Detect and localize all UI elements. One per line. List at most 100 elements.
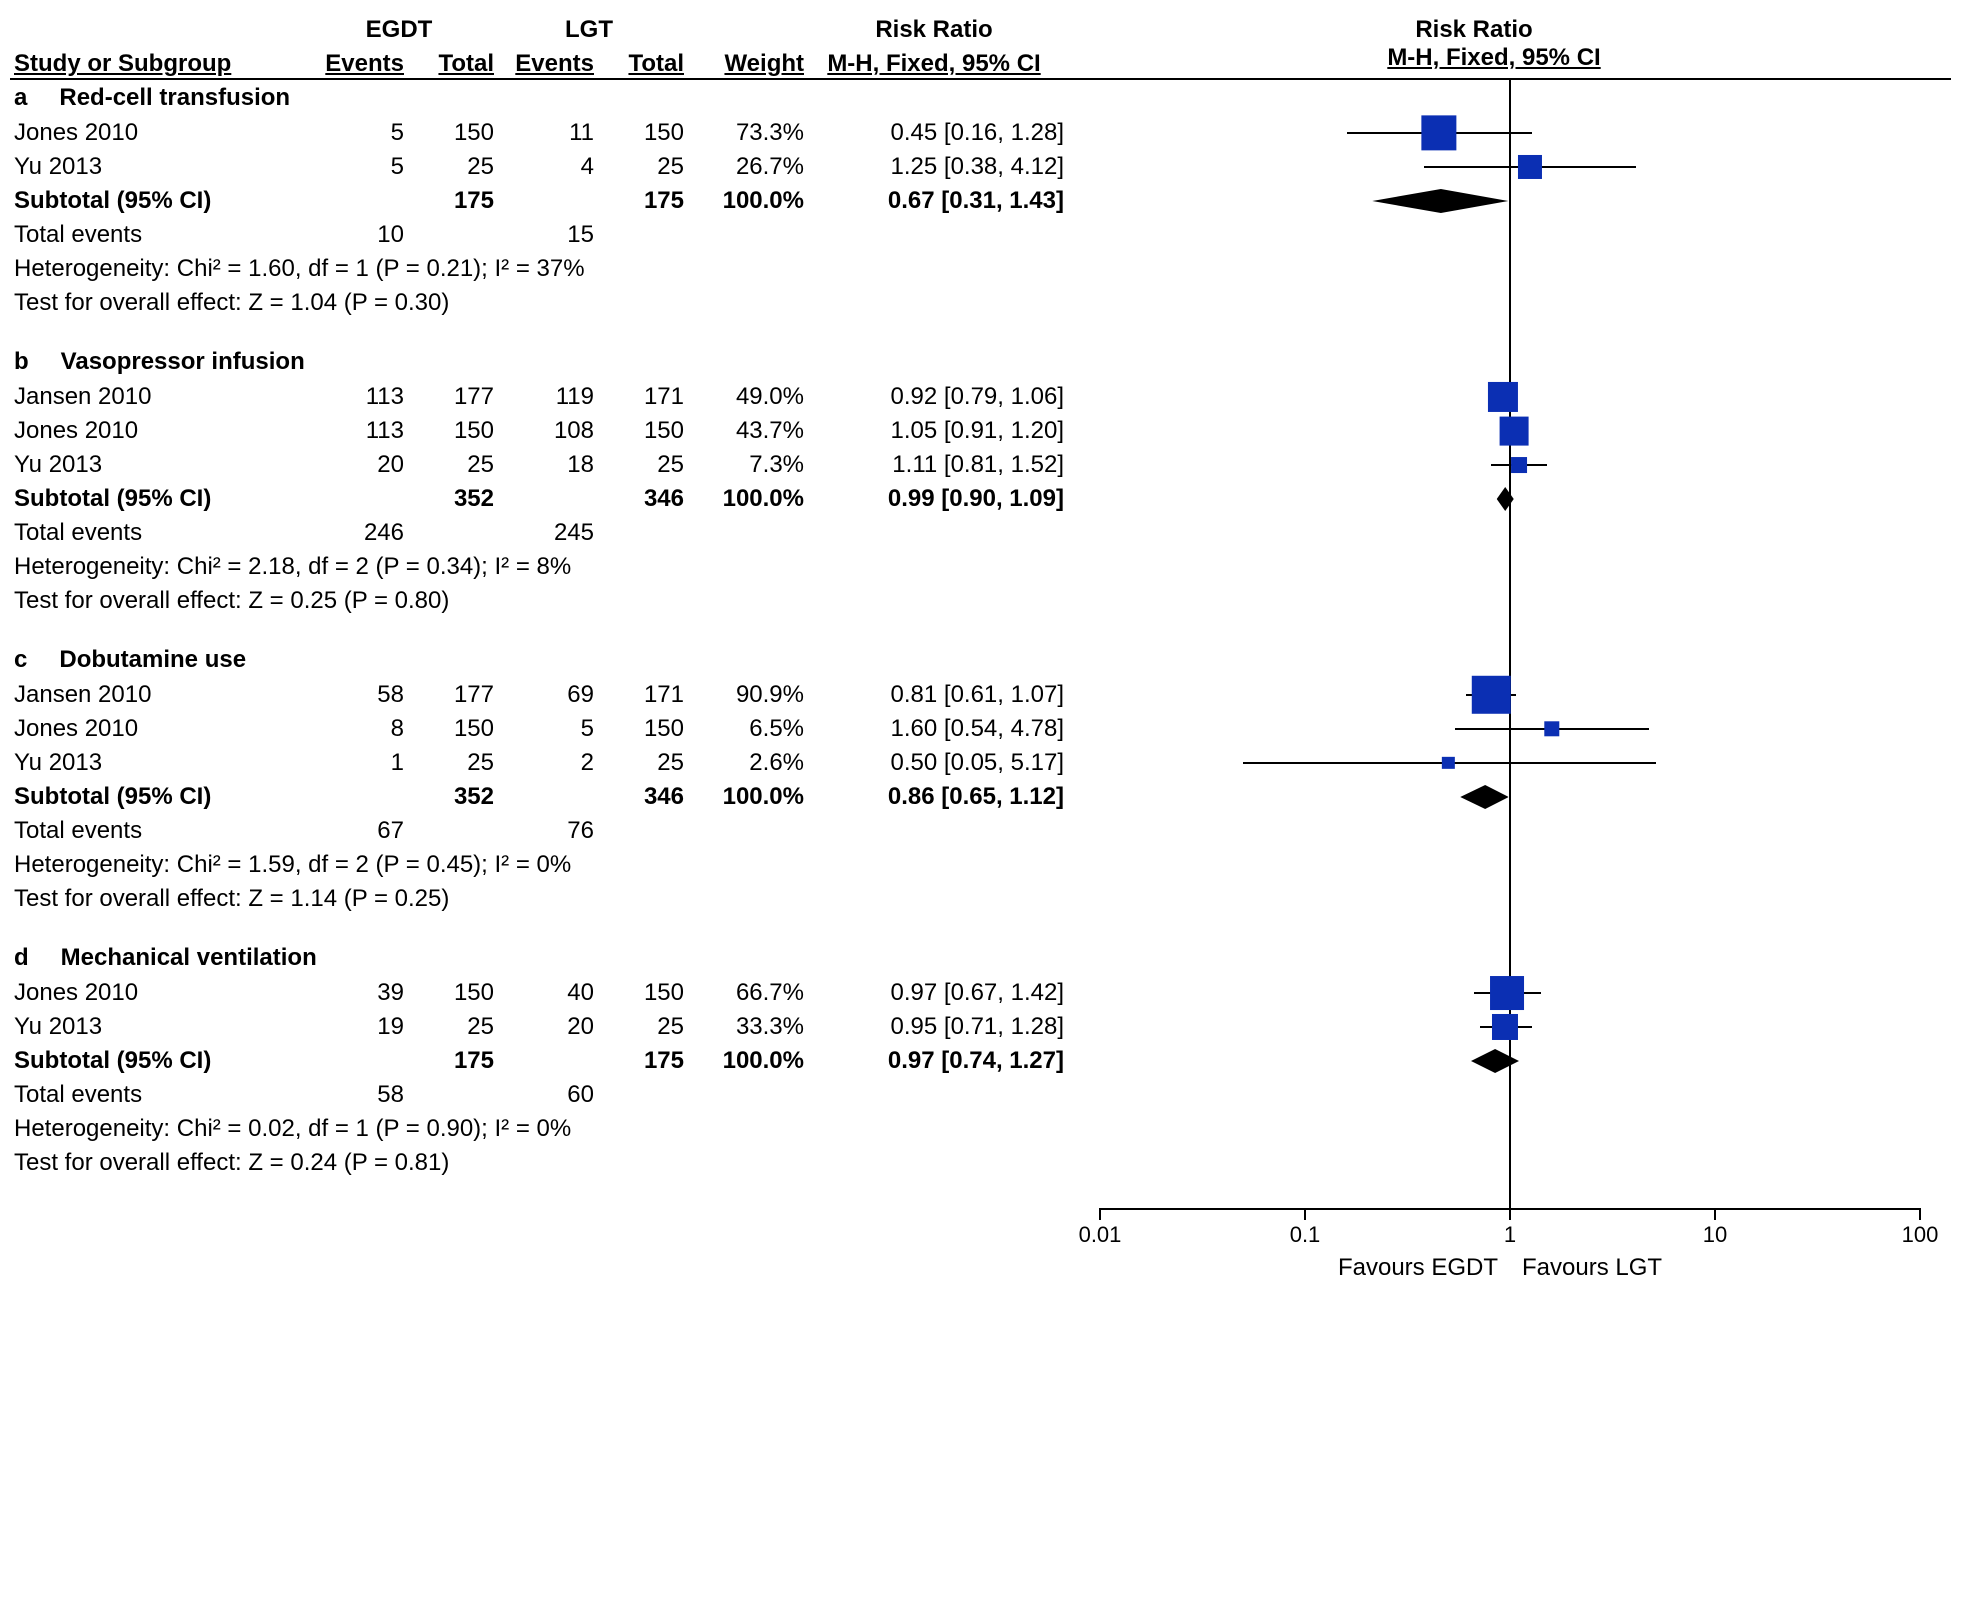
point-estimate-square xyxy=(1544,721,1559,736)
study-weight: 90.9% xyxy=(684,681,804,709)
study-weight: 6.5% xyxy=(684,715,804,743)
study-name: Jansen 2010 xyxy=(10,383,304,411)
subtotal-diamond xyxy=(1495,1049,1519,1073)
study-name: Jones 2010 xyxy=(10,979,304,1007)
study-t1: 150 xyxy=(404,417,494,445)
axis-tick xyxy=(1714,1208,1716,1220)
study-e2: 18 xyxy=(494,451,594,479)
hdr-tot1: Total xyxy=(404,50,494,78)
axis-tick-label: 0.1 xyxy=(1290,1222,1321,1248)
study-weight: 33.3% xyxy=(684,1013,804,1041)
study-t1: 177 xyxy=(404,681,494,709)
subgroup-letter: d xyxy=(14,944,29,972)
subtotal-t2: 346 xyxy=(594,485,684,513)
study-e1: 58 xyxy=(304,681,404,709)
study-name: Yu 2013 xyxy=(10,749,304,777)
subtotal-t2: 346 xyxy=(594,783,684,811)
study-t1: 25 xyxy=(404,749,494,777)
subtotal-w: 100.0% xyxy=(684,187,804,215)
point-estimate-square xyxy=(1518,155,1542,179)
x-axis: 0.010.1110100Favours EGDTFavours LGT xyxy=(1100,1208,1920,1328)
study-rr: 1.11 [0.81, 1.52] xyxy=(804,451,1084,479)
study-weight: 49.0% xyxy=(684,383,804,411)
study-t2: 171 xyxy=(594,383,684,411)
study-name: Jones 2010 xyxy=(10,119,304,147)
total-events-e1: 246 xyxy=(304,519,404,547)
point-estimate-square xyxy=(1490,976,1524,1010)
study-name: Yu 2013 xyxy=(10,153,304,181)
hdr-ev2: Events xyxy=(494,50,594,78)
subtotal-w: 100.0% xyxy=(684,783,804,811)
study-e1: 39 xyxy=(304,979,404,1007)
study-weight: 2.6% xyxy=(684,749,804,777)
subgroup-letter: c xyxy=(14,646,27,674)
subtotal-rr: 0.67 [0.31, 1.43] xyxy=(804,187,1084,215)
subgroup-name: Mechanical ventilation xyxy=(61,944,317,972)
subtotal-rr: 0.99 [0.90, 1.09] xyxy=(804,485,1084,513)
study-t2: 25 xyxy=(594,153,684,181)
point-estimate-square xyxy=(1421,115,1456,150)
total-events-e2: 15 xyxy=(494,221,594,249)
study-rr: 1.60 [0.54, 4.78] xyxy=(804,715,1084,743)
subgroup-name: Red-cell transfusion xyxy=(59,84,290,112)
subtotal-rr: 0.97 [0.74, 1.27] xyxy=(804,1047,1084,1075)
study-rr: 0.97 [0.67, 1.42] xyxy=(804,979,1084,1007)
axis-caption-left: Favours EGDT xyxy=(1338,1254,1498,1282)
total-events-e1: 67 xyxy=(304,817,404,845)
point-estimate-square xyxy=(1511,457,1527,473)
subtotal-label: Subtotal (95% CI) xyxy=(10,1047,304,1075)
study-weight: 43.7% xyxy=(684,417,804,445)
header-group1: EGDT xyxy=(304,16,494,44)
subtotal-t1: 175 xyxy=(404,187,494,215)
study-t1: 25 xyxy=(404,153,494,181)
study-rr: 0.81 [0.61, 1.07] xyxy=(804,681,1084,709)
total-events-label: Total events xyxy=(10,221,304,249)
axis-tick xyxy=(1919,1208,1921,1220)
subtotal-label: Subtotal (95% CI) xyxy=(10,783,304,811)
subtotal-diamond xyxy=(1485,785,1509,809)
point-estimate-square xyxy=(1472,676,1510,714)
study-rr: 1.05 [0.91, 1.20] xyxy=(804,417,1084,445)
study-e2: 4 xyxy=(494,153,594,181)
total-events-e2: 245 xyxy=(494,519,594,547)
study-rr: 1.25 [0.38, 4.12] xyxy=(804,153,1084,181)
hdr-study: Study or Subgroup xyxy=(10,50,304,78)
hdr-weight: Weight xyxy=(684,50,804,78)
axis-tick-label: 0.01 xyxy=(1079,1222,1122,1248)
subtotal-t1: 352 xyxy=(404,485,494,513)
study-e1: 113 xyxy=(304,383,404,411)
header-rr-text: Risk Ratio xyxy=(804,16,1064,44)
study-name: Yu 2013 xyxy=(10,1013,304,1041)
forest-plot: EGDT LGT Risk Ratio Risk Ratio Study or … xyxy=(10,10,1951,1298)
subtotal-t1: 175 xyxy=(404,1047,494,1075)
study-e2: 69 xyxy=(494,681,594,709)
subtotal-diamond xyxy=(1505,487,1514,511)
study-e2: 119 xyxy=(494,383,594,411)
subtotal-label: Subtotal (95% CI) xyxy=(10,485,304,513)
axis-tick-label: 1 xyxy=(1504,1222,1516,1248)
study-e2: 2 xyxy=(494,749,594,777)
study-t1: 150 xyxy=(404,715,494,743)
study-e1: 5 xyxy=(304,119,404,147)
subtotal-w: 100.0% xyxy=(684,485,804,513)
study-e1: 19 xyxy=(304,1013,404,1041)
total-events-e2: 60 xyxy=(494,1081,594,1109)
total-events-e1: 58 xyxy=(304,1081,404,1109)
study-e2: 20 xyxy=(494,1013,594,1041)
subgroup-letter: a xyxy=(14,84,27,112)
subtotal-t2: 175 xyxy=(594,1047,684,1075)
study-e2: 5 xyxy=(494,715,594,743)
hdr-tot2: Total xyxy=(594,50,684,78)
study-e1: 1 xyxy=(304,749,404,777)
axis-caption-right: Favours LGT xyxy=(1522,1254,1662,1282)
subtotal-t1: 352 xyxy=(404,783,494,811)
study-t2: 150 xyxy=(594,979,684,1007)
study-name: Jones 2010 xyxy=(10,715,304,743)
study-rr: 0.92 [0.79, 1.06] xyxy=(804,383,1084,411)
header-group2: LGT xyxy=(494,16,684,44)
axis-tick-label: 10 xyxy=(1703,1222,1727,1248)
study-e2: 108 xyxy=(494,417,594,445)
study-rr: 0.45 [0.16, 1.28] xyxy=(804,119,1084,147)
study-t2: 25 xyxy=(594,749,684,777)
study-t2: 25 xyxy=(594,451,684,479)
